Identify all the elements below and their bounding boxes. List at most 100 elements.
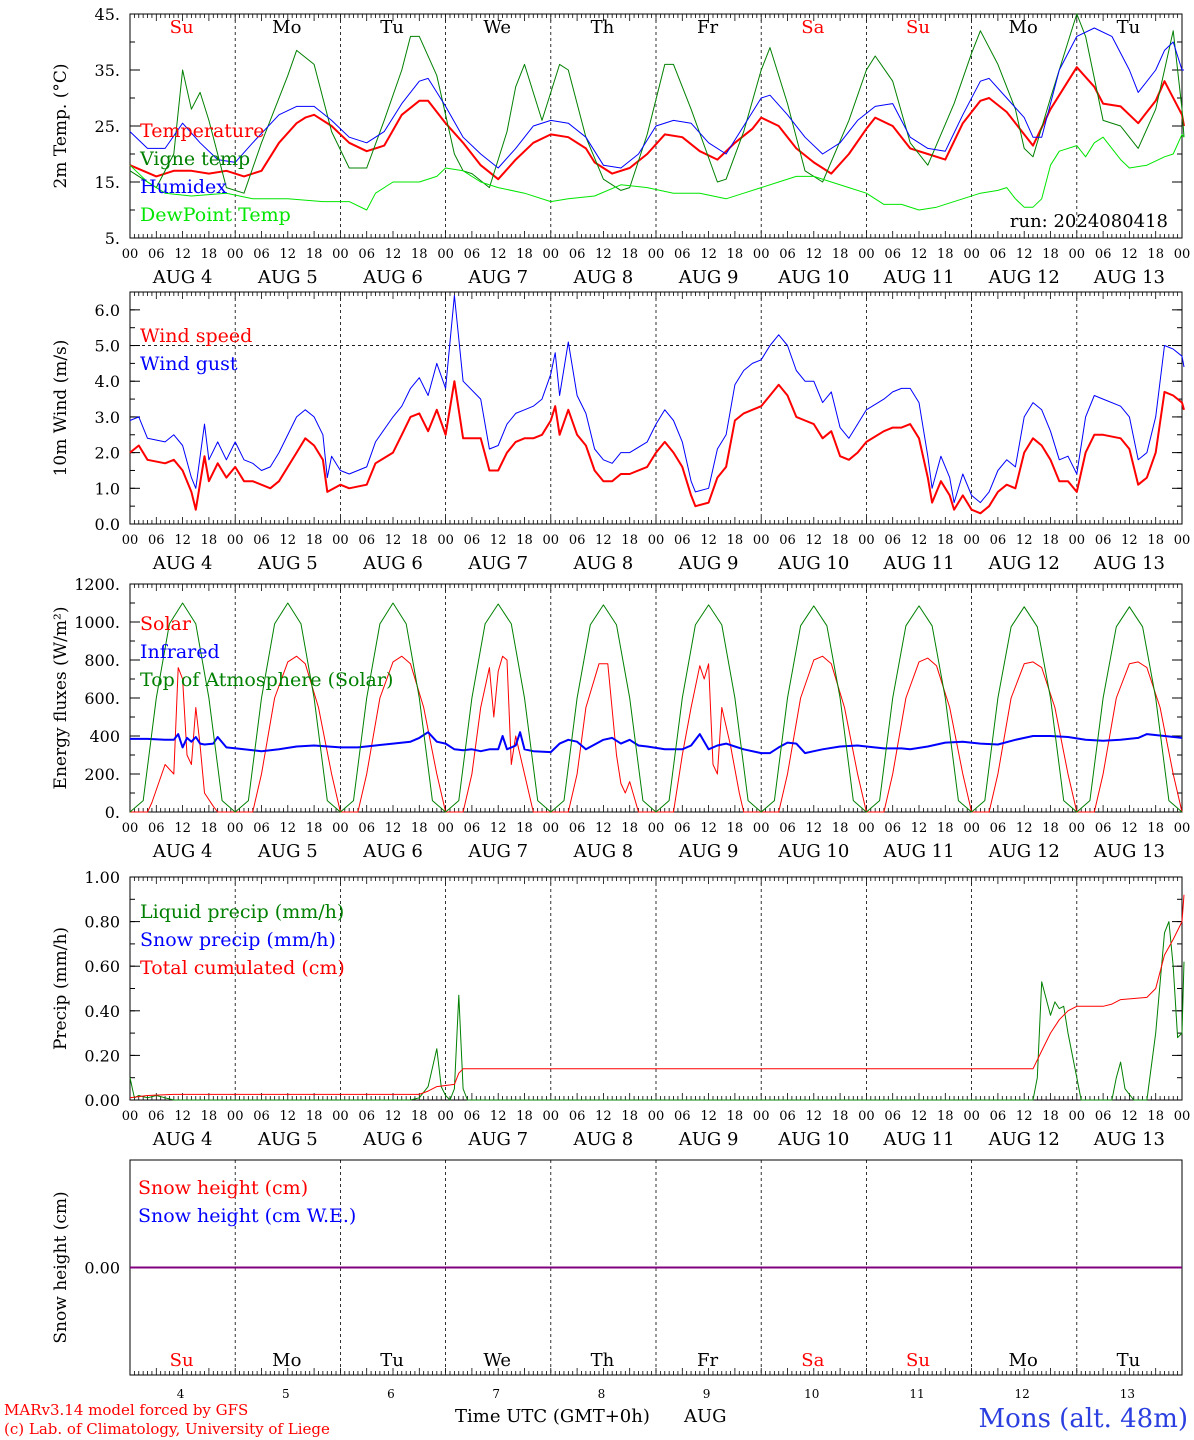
hour-tick-label: 06 xyxy=(884,533,901,548)
panel-4: 0.00 0.20 0.40 0.60 0.80 1.00 Precip (mm/h) 00 0… xyxy=(51,868,1190,1150)
hour-tick-label: 00 xyxy=(543,821,560,836)
hour-tick-label: 12 xyxy=(806,247,823,262)
hour-tick-label: 18 xyxy=(727,821,744,836)
day-number-label: 5 xyxy=(282,1387,290,1401)
hour-tick-label: 18 xyxy=(621,533,638,548)
hour-tick-label: 18 xyxy=(411,1109,428,1124)
legend-entry: Liquid precip (mm/h) xyxy=(140,901,344,923)
hour-tick-label: 12 xyxy=(280,533,297,548)
day-label: AUG 6 xyxy=(362,267,423,288)
weekday-label-bottom: Su xyxy=(906,1350,930,1371)
series-line-top-of-atmosphere-solar- xyxy=(129,602,1183,813)
hour-tick-label: 00 xyxy=(858,533,875,548)
weekday-label-bottom: Fr xyxy=(697,1350,718,1371)
y-axis-label: Energy fluxes (W/m²) xyxy=(51,607,71,790)
hour-tick-label: 00 xyxy=(122,533,139,548)
hour-tick-label: 18 xyxy=(201,821,218,836)
y-tick-label: 15. xyxy=(95,173,120,192)
hour-tick-label: 12 xyxy=(700,533,717,548)
day-label: AUG 5 xyxy=(257,267,318,288)
series-line-humidex xyxy=(129,27,1184,169)
hour-tick-label: 00 xyxy=(753,247,770,262)
y-tick-label: 1.0 xyxy=(95,479,120,498)
hour-tick-label: 06 xyxy=(990,247,1007,262)
weekday-label-top: Fr xyxy=(697,17,718,38)
hour-tick-label: 06 xyxy=(884,821,901,836)
hour-tick-label: 06 xyxy=(569,821,586,836)
series-line-liquid-precip-mm-h- xyxy=(129,921,1185,1101)
day-label: AUG 10 xyxy=(777,1129,849,1150)
hour-tick-label: 06 xyxy=(1095,247,1112,262)
hour-tick-label: 00 xyxy=(543,247,560,262)
hour-tick-label: 18 xyxy=(832,821,849,836)
day-number-label: 10 xyxy=(804,1387,819,1401)
weekday-label-bottom: Mo xyxy=(1009,1350,1038,1371)
day-number-label: 13 xyxy=(1120,1387,1135,1401)
hour-tick-label: 18 xyxy=(516,1109,533,1124)
hour-tick-label: 18 xyxy=(727,247,744,262)
day-label: AUG 8 xyxy=(573,553,634,574)
hour-tick-label: 06 xyxy=(148,1109,165,1124)
hour-tick-label: 00 xyxy=(753,1109,770,1124)
hour-tick-label: 06 xyxy=(253,1109,270,1124)
y-tick-label: 200. xyxy=(84,765,120,784)
hour-tick-label: 06 xyxy=(358,533,375,548)
y-tick-label: 0.80 xyxy=(84,913,120,932)
hour-tick-label: 06 xyxy=(464,533,481,548)
y-tick-label: 800. xyxy=(84,651,120,670)
hour-tick-label: 18 xyxy=(306,533,323,548)
day-label: AUG 8 xyxy=(573,1129,634,1150)
hour-tick-label: 12 xyxy=(1016,1109,1033,1124)
hour-tick-label: 12 xyxy=(1016,247,1033,262)
day-number-label: 7 xyxy=(492,1387,500,1401)
hour-tick-label: 06 xyxy=(779,533,796,548)
series-line-infrared xyxy=(130,731,1183,755)
hour-tick-label: 06 xyxy=(569,533,586,548)
day-label: AUG 4 xyxy=(152,267,213,288)
hour-tick-label: 18 xyxy=(727,533,744,548)
hour-tick-label: 12 xyxy=(385,533,402,548)
hour-tick-label: 18 xyxy=(1042,821,1059,836)
hour-tick-label: 12 xyxy=(385,247,402,262)
legend-entry: Wind gust xyxy=(140,353,238,375)
hour-tick-label: 12 xyxy=(1121,821,1138,836)
hour-tick-label: 06 xyxy=(674,1109,691,1124)
day-label: AUG 13 xyxy=(1093,841,1165,862)
legend-entry: Total cumulated (cm) xyxy=(140,957,345,979)
hour-tick-label: 12 xyxy=(1016,821,1033,836)
weekday-label-bottom: Th xyxy=(591,1350,615,1371)
hour-tick-label: 12 xyxy=(280,1109,297,1124)
hour-tick-label: 06 xyxy=(990,1109,1007,1124)
hour-tick-label: 18 xyxy=(411,533,428,548)
hour-tick-label: 18 xyxy=(937,821,954,836)
legend-entry: Snow precip (mm/h) xyxy=(140,929,336,951)
day-label: AUG 11 xyxy=(882,267,954,288)
day-label: AUG 13 xyxy=(1093,1129,1165,1150)
hour-tick-label: 18 xyxy=(937,533,954,548)
y-axis-label: 10m Wind (m/s) xyxy=(51,340,71,477)
legend-entry: Wind speed xyxy=(140,325,252,347)
hour-tick-label: 18 xyxy=(937,1109,954,1124)
day-label: AUG 12 xyxy=(988,1129,1060,1150)
weekday-label-bottom: Tu xyxy=(1117,1350,1141,1371)
weekday-label-top: Su xyxy=(170,17,194,38)
hour-tick-label: 12 xyxy=(174,1109,191,1124)
day-label: AUG 9 xyxy=(678,553,739,574)
y-tick-label: 1.00 xyxy=(84,868,120,887)
y-axis-label: Snow height (cm) xyxy=(51,1191,71,1343)
hour-tick-label: 12 xyxy=(385,821,402,836)
series-line-wind-gust xyxy=(129,295,1185,504)
day-label: AUG 13 xyxy=(1093,267,1165,288)
legend-entry: Temperature xyxy=(140,120,264,142)
legend-entry: Top of Atmosphere (Solar) xyxy=(140,669,393,691)
hour-tick-label: 00 xyxy=(227,247,244,262)
hour-tick-label: 06 xyxy=(253,533,270,548)
hour-tick-label: 00 xyxy=(437,533,454,548)
day-label: AUG 6 xyxy=(362,553,423,574)
y-axis-label: 2m Temp. (°C) xyxy=(51,63,71,188)
hour-tick-label: 00 xyxy=(227,1109,244,1124)
hour-tick-label: 18 xyxy=(1147,247,1164,262)
hour-tick-label: 18 xyxy=(306,821,323,836)
hour-tick-label: 18 xyxy=(1147,533,1164,548)
hour-tick-label: 12 xyxy=(1121,533,1138,548)
